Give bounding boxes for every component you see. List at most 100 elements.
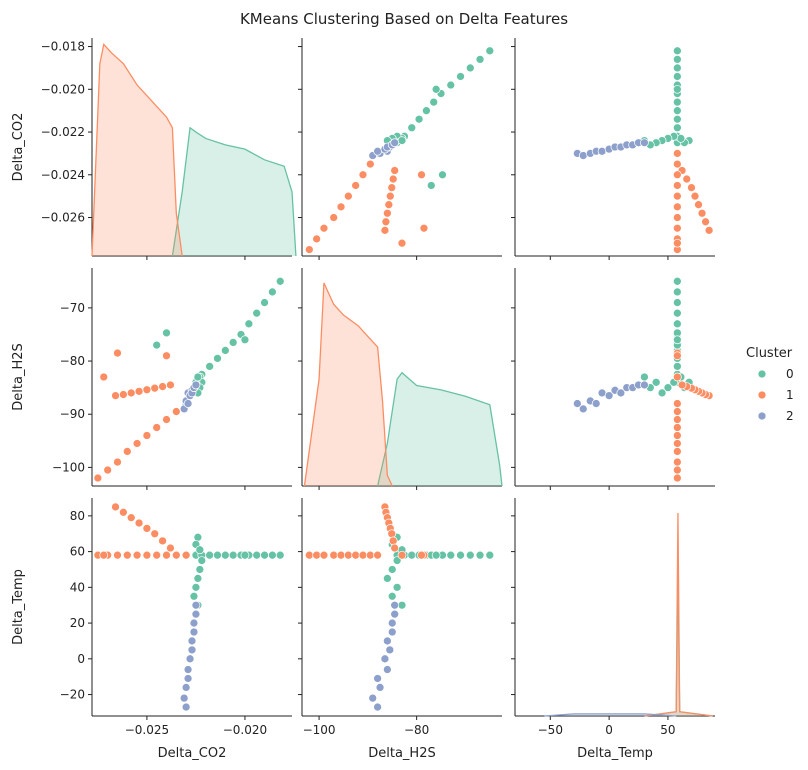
point	[152, 340, 162, 350]
point	[134, 387, 144, 396]
point	[329, 213, 339, 222]
point	[387, 183, 397, 192]
point	[485, 550, 495, 560]
y-tick-label: −100	[52, 460, 85, 474]
y-tick-label: 60	[70, 545, 85, 559]
point	[673, 181, 682, 190]
point	[388, 174, 398, 184]
point	[304, 550, 314, 560]
x-axis-label: Delta_Temp	[577, 746, 653, 761]
point	[414, 114, 424, 124]
point	[122, 550, 132, 560]
kde-area	[304, 282, 393, 486]
y-axis-label: Delta_H2S	[11, 343, 26, 410]
point	[171, 550, 181, 560]
point	[319, 223, 329, 233]
point	[673, 447, 682, 456]
point	[275, 550, 285, 560]
x-axis-label: Delta_CO2	[158, 746, 227, 761]
kde-area	[172, 127, 296, 256]
point	[195, 545, 205, 555]
point	[171, 407, 181, 416]
point	[673, 298, 682, 307]
point	[690, 191, 700, 201]
y-axis-label: Delta_Temp	[11, 569, 26, 645]
point	[431, 84, 441, 94]
point	[446, 80, 456, 90]
point	[673, 407, 682, 416]
legend-marker	[757, 369, 767, 379]
point	[304, 245, 314, 254]
point	[312, 234, 321, 244]
point	[158, 536, 167, 546]
legend-label: 0	[786, 367, 794, 381]
point	[99, 372, 109, 382]
point	[704, 226, 714, 235]
point	[162, 351, 171, 361]
point	[132, 550, 142, 560]
point	[365, 550, 375, 560]
point	[456, 550, 465, 560]
point	[651, 377, 661, 387]
kde-line	[376, 371, 503, 487]
legend-marker	[757, 411, 767, 421]
y-tick-label: 20	[70, 616, 85, 630]
point	[673, 191, 682, 201]
point	[132, 439, 142, 448]
point	[150, 529, 160, 539]
x-tick-label: −0.020	[223, 723, 267, 737]
point	[329, 550, 339, 560]
point	[673, 319, 682, 329]
point	[673, 415, 682, 424]
point	[373, 550, 382, 560]
point	[183, 674, 193, 683]
point	[673, 84, 682, 94]
point	[134, 518, 144, 528]
point	[240, 550, 250, 560]
point	[93, 473, 103, 483]
point	[191, 582, 201, 592]
legend-label: 1	[786, 388, 794, 402]
point	[244, 319, 254, 329]
point	[373, 702, 382, 712]
point	[191, 609, 201, 619]
point	[103, 465, 113, 475]
point	[387, 591, 397, 601]
point	[384, 200, 394, 210]
point	[673, 473, 682, 483]
point	[429, 97, 439, 107]
point	[673, 63, 682, 73]
point	[166, 380, 175, 390]
x-tick-label: 50	[660, 723, 675, 737]
point	[185, 654, 195, 664]
kde-line	[171, 126, 297, 257]
point	[351, 181, 361, 190]
point	[687, 183, 696, 192]
point	[673, 223, 682, 233]
point	[365, 159, 375, 169]
kde-line	[644, 512, 713, 717]
y-tick-label: 40	[70, 580, 85, 594]
point	[260, 550, 269, 560]
point	[390, 543, 400, 553]
point	[380, 226, 390, 235]
point	[465, 63, 475, 73]
x-tick-label: −80	[404, 723, 429, 737]
point	[162, 550, 171, 560]
point	[383, 208, 392, 218]
y-tick-label: −0.018	[41, 40, 85, 54]
point	[126, 513, 136, 523]
point	[387, 529, 397, 539]
point	[166, 543, 175, 553]
point	[397, 238, 407, 248]
legend-marker	[757, 390, 767, 400]
point	[119, 507, 128, 517]
point	[673, 335, 682, 345]
point	[268, 550, 277, 560]
point	[351, 550, 361, 560]
point	[383, 636, 392, 646]
point	[640, 380, 649, 390]
point	[268, 287, 277, 297]
y-axis-label: Delta_CO2	[11, 113, 26, 182]
point	[260, 298, 269, 307]
